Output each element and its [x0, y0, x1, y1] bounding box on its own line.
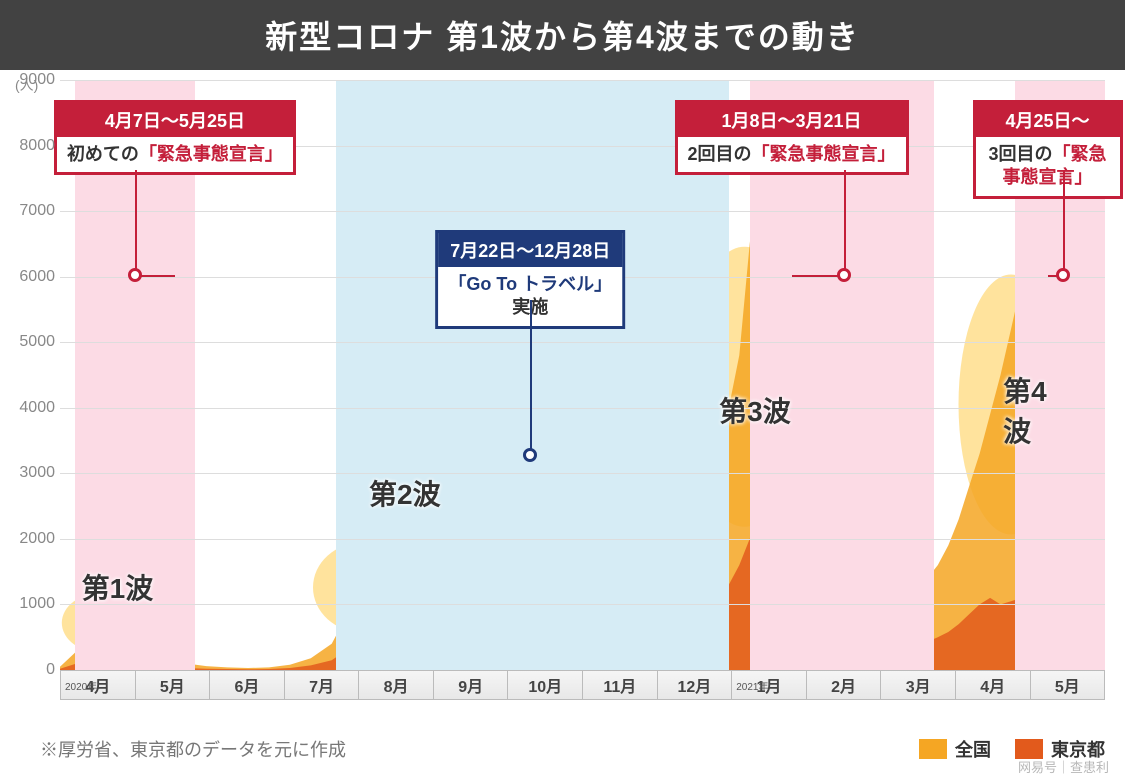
- wave-label: 第1波: [82, 567, 154, 607]
- x-month-label: 7月: [309, 673, 334, 697]
- legend-item: 全国: [919, 736, 991, 762]
- x-tick-month: 5月: [1031, 670, 1106, 700]
- callout-body: 2回目の「緊急事態宣言」: [677, 137, 905, 172]
- y-tick-label: 0: [10, 661, 55, 679]
- x-year-label: 2021年: [736, 678, 768, 693]
- callout-emergency1: 4月7日〜5月25日初めての「緊急事態宣言」: [54, 100, 296, 175]
- x-tick-month: 2月: [807, 670, 882, 700]
- x-year-label: 2020年: [65, 678, 97, 693]
- wave-label: 第2波: [369, 473, 441, 513]
- callout-body: 初めての「緊急事態宣言」: [57, 137, 293, 172]
- x-tick-month: 12月: [658, 670, 733, 700]
- callout-dot: [128, 268, 142, 282]
- y-tick-label: 7000: [10, 202, 55, 220]
- callout-date: 4月25日〜: [976, 103, 1120, 137]
- callout-dot: [523, 448, 537, 462]
- callout-connector: [530, 300, 532, 455]
- x-month-label: 10月: [528, 673, 562, 697]
- gridline: [60, 342, 1105, 343]
- gridline: [60, 539, 1105, 540]
- x-tick-month: 5月: [136, 670, 211, 700]
- x-month-label: 8月: [384, 673, 409, 697]
- legend-swatch: [1015, 739, 1043, 759]
- chart-title: 新型コロナ 第1波から第4波までの動き: [0, 0, 1125, 70]
- x-tick-month: 3月: [881, 670, 956, 700]
- x-tick-month: 6月: [210, 670, 285, 700]
- x-tick-month: 2020年4月: [60, 670, 136, 700]
- source-note: ※厚労省、東京都のデータを元に作成: [40, 736, 346, 762]
- callout-body: 3回目の「緊急事態宣言」: [976, 137, 1120, 196]
- callout-connector: [1063, 170, 1065, 275]
- wave-label: 第4波: [1003, 370, 1071, 450]
- x-month-label: 5月: [1055, 673, 1080, 697]
- y-tick-label: 8000: [10, 137, 55, 155]
- callout-date: 1月8日〜3月21日: [677, 103, 905, 137]
- x-tick-month: 8月: [359, 670, 434, 700]
- gridline: [60, 473, 1105, 474]
- x-month-label: 6月: [234, 673, 259, 697]
- gridline: [60, 80, 1105, 81]
- callout-connector: [844, 170, 846, 275]
- x-month-label: 5月: [160, 673, 185, 697]
- x-tick-month: 2021年1月: [732, 670, 807, 700]
- gridline: [60, 211, 1105, 212]
- y-tick-label: 6000: [10, 268, 55, 286]
- legend-label: 全国: [955, 736, 991, 762]
- x-month-label: 12月: [678, 673, 712, 697]
- callout-dot: [837, 268, 851, 282]
- x-month-label: 11月: [603, 673, 636, 697]
- watermark: 网易号｜查患利: [1018, 757, 1109, 776]
- x-month-label: 4月: [980, 673, 1005, 697]
- y-tick-label: 1000: [10, 595, 55, 613]
- callout-connector: [135, 170, 137, 275]
- y-tick-label: 9000: [10, 71, 55, 89]
- y-tick-label: 4000: [10, 399, 55, 417]
- callout-emergency2: 1月8日〜3月21日2回目の「緊急事態宣言」: [674, 100, 908, 175]
- shaded-period-goto: [336, 80, 729, 670]
- wave-label: 第3波: [719, 390, 791, 430]
- x-tick-month: 4月: [956, 670, 1031, 700]
- callout-date: 7月22日〜12月28日: [438, 233, 622, 267]
- x-tick-month: 7月: [285, 670, 360, 700]
- y-tick-label: 5000: [10, 333, 55, 351]
- x-month-label: 9月: [458, 673, 483, 697]
- gridline: [60, 604, 1105, 605]
- y-tick-label: 2000: [10, 530, 55, 548]
- x-month-label: 2月: [831, 673, 856, 697]
- x-tick-month: 9月: [434, 670, 509, 700]
- gridline: [60, 408, 1105, 409]
- chart-area: (人) 第1波第2波第3波第4波4月7日〜5月25日初めての「緊急事態宣言」7月…: [60, 80, 1105, 700]
- y-tick-label: 3000: [10, 464, 55, 482]
- x-tick-month: 11月: [583, 670, 658, 700]
- chart-footer: ※厚労省、東京都のデータを元に作成 全国東京都: [40, 736, 1105, 762]
- callout-emergency3: 4月25日〜3回目の「緊急事態宣言」: [973, 100, 1123, 199]
- callout-dot: [1056, 268, 1070, 282]
- x-tick-month: 10月: [508, 670, 583, 700]
- callout-date: 4月7日〜5月25日: [57, 103, 293, 137]
- x-month-label: 3月: [906, 673, 931, 697]
- legend-swatch: [919, 739, 947, 759]
- plot-region: 第1波 第2波 第3波 第4波 4月7日〜5月25日初めての「緊急事態宣言」 7月22日〜…: [60, 80, 1105, 670]
- x-axis: 2020年4月 5月 6月 7月 8月 9月 10月 11月 12月 2021年1月 2月 3月 4月 5…: [60, 670, 1105, 700]
